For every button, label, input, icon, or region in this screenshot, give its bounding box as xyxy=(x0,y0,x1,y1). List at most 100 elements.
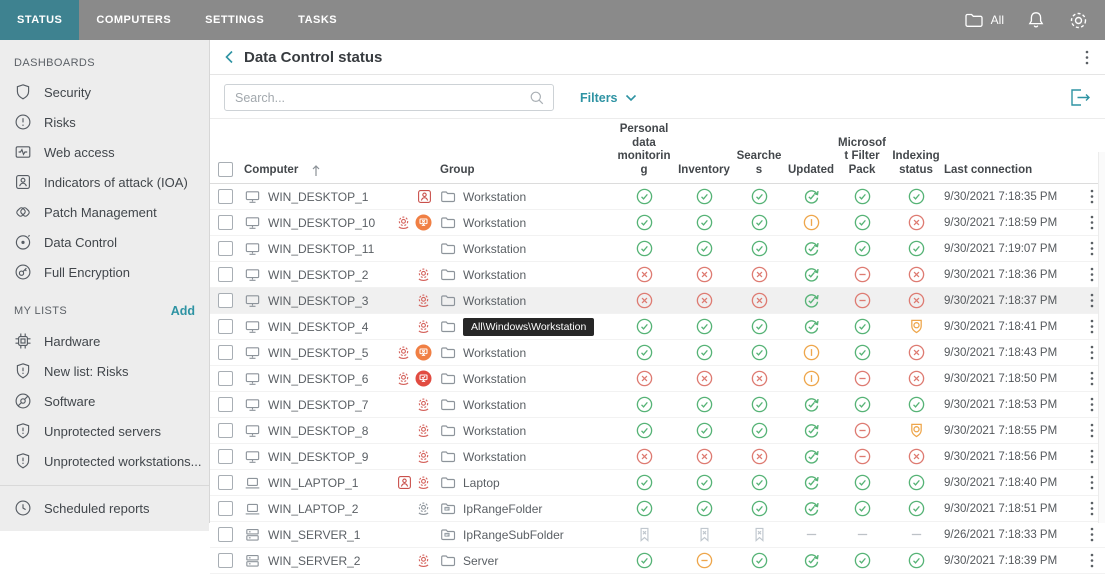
table-row[interactable]: WIN_DESKTOP_2 Workstation 9/30/2021 7:18:3… xyxy=(210,262,1105,289)
row-menu-button[interactable] xyxy=(1080,397,1104,412)
table-row[interactable]: WIN_DESKTOP_8 Workstation 9/30/2021 7:18:5… xyxy=(210,418,1105,445)
column-header-last-connection[interactable]: Last connection xyxy=(944,163,1033,176)
table-row[interactable]: WIN_DESKTOP_5 Workstation 9/30/2021 7:18:4… xyxy=(210,340,1105,367)
table-row[interactable]: WIN_SERVER_2 Server 9/30/2021 7:18:39 PM xyxy=(210,548,1105,574)
row-menu-button[interactable] xyxy=(1080,423,1104,438)
row-checkbox[interactable] xyxy=(218,475,233,491)
row-menu-button[interactable] xyxy=(1080,319,1104,334)
table-row[interactable]: WIN_SERVER_1 IP IpRangeSubFolder 9/26/2021 … xyxy=(210,522,1105,549)
row-checkbox[interactable] xyxy=(218,267,233,283)
row-checkbox[interactable] xyxy=(218,527,233,543)
computer-name[interactable]: WIN_LAPTOP_2 xyxy=(268,501,359,516)
row-checkbox[interactable] xyxy=(218,501,233,517)
table-row[interactable]: WIN_LAPTOP_1 Laptop 9/30/2021 7:18:40 PM xyxy=(210,470,1105,497)
table-row[interactable]: WIN_DESKTOP_10 Workstation 9/30/2021 7:18:… xyxy=(210,210,1105,237)
sidebar-item-data-control[interactable]: Data Control xyxy=(0,227,209,257)
row-checkbox[interactable] xyxy=(218,449,233,465)
page-menu-button[interactable] xyxy=(1081,50,1093,65)
sidebar-item-label: Software xyxy=(44,393,96,409)
group-name: Workstation xyxy=(463,215,527,230)
row-menu-button[interactable] xyxy=(1080,449,1104,464)
settings-gear-icon[interactable] xyxy=(1068,10,1089,31)
table-row[interactable]: WIN_DESKTOP_11 Workstation 9/30/2021 7:19:… xyxy=(210,236,1105,263)
computer-name[interactable]: WIN_DESKTOP_5 xyxy=(268,345,369,360)
computer-name[interactable]: WIN_DESKTOP_6 xyxy=(268,371,369,386)
sidebar-item-security[interactable]: Security xyxy=(0,77,209,107)
sidebar-item-indicators-of-attack[interactable]: Indicators of attack (IOA) xyxy=(0,167,209,197)
table-row[interactable]: WIN_DESKTOP_9 Workstation 9/30/2021 7:18:5… xyxy=(210,444,1105,471)
row-checkbox[interactable] xyxy=(218,345,233,361)
table-row[interactable]: WIN_LAPTOP_2 IP IpRangeFolder 9/30/2021 7:1… xyxy=(210,496,1105,523)
tab-tasks[interactable]: TASKS xyxy=(298,14,338,26)
group-name: Server xyxy=(463,553,499,568)
row-menu-button[interactable] xyxy=(1080,267,1104,282)
row-menu-button[interactable] xyxy=(1080,345,1104,360)
row-menu-button[interactable] xyxy=(1080,501,1104,516)
tab-settings[interactable]: SETTINGS xyxy=(205,14,265,26)
row-checkbox[interactable] xyxy=(218,397,233,413)
row-menu-button[interactable] xyxy=(1080,241,1104,256)
sidebar-item-full-encryption[interactable]: Full Encryption xyxy=(0,257,209,287)
tab-computers[interactable]: COMPUTERS xyxy=(96,14,172,26)
row-menu-button[interactable] xyxy=(1080,215,1104,230)
sidebar-item-scheduled-reports[interactable]: Scheduled reports xyxy=(0,493,209,523)
computer-name[interactable]: WIN_SERVER_2 xyxy=(268,553,361,568)
vertical-scrollbar[interactable] xyxy=(1098,152,1105,523)
sidebar-item-unprotected-workstations[interactable]: Unprotected workstations... xyxy=(0,446,209,476)
row-checkbox[interactable] xyxy=(218,319,233,335)
computer-name[interactable]: WIN_DESKTOP_9 xyxy=(268,449,369,464)
computer-name[interactable]: WIN_DESKTOP_4 xyxy=(268,319,369,334)
sidebar-item-software[interactable]: Software xyxy=(0,386,209,416)
computer-name[interactable]: WIN_SERVER_1 xyxy=(268,527,361,542)
computer-scope-selector[interactable]: All xyxy=(964,12,1004,28)
sidebar-item-risks[interactable]: Risks xyxy=(0,107,209,137)
sidebar-item-unprotected-servers[interactable]: Unprotected servers xyxy=(0,416,209,446)
add-list-button[interactable]: Add xyxy=(170,304,195,318)
computer-name[interactable]: WIN_DESKTOP_2 xyxy=(268,267,369,282)
column-header-computer[interactable]: Computer xyxy=(244,164,396,178)
table-row[interactable]: WIN_DESKTOP_1 Workstation 9/30/2021 7:18:3… xyxy=(210,184,1105,211)
sidebar-item-web-access[interactable]: Web access xyxy=(0,137,209,167)
column-header-group[interactable]: Group xyxy=(440,163,475,176)
row-menu-button[interactable] xyxy=(1080,553,1104,568)
computer-name[interactable]: WIN_DESKTOP_1 xyxy=(268,189,369,204)
computer-name[interactable]: WIN_DESKTOP_10 xyxy=(268,215,376,230)
computer-name[interactable]: WIN_DESKTOP_3 xyxy=(268,293,369,308)
row-checkbox[interactable] xyxy=(218,189,233,205)
row-checkbox[interactable] xyxy=(218,371,233,387)
row-checkbox[interactable] xyxy=(218,553,233,569)
search-input[interactable] xyxy=(224,84,554,111)
back-button[interactable] xyxy=(224,49,234,65)
computer-name[interactable]: WIN_DESKTOP_11 xyxy=(268,241,375,256)
column-header-personal-data-monitoring[interactable]: Personal data monitoring xyxy=(617,123,671,176)
row-checkbox[interactable] xyxy=(218,293,233,309)
column-header-indexing-status[interactable]: Indexing status xyxy=(892,150,940,176)
row-menu-button[interactable] xyxy=(1080,475,1104,490)
filters-button[interactable]: Filters xyxy=(580,91,637,105)
table-row[interactable]: WIN_DESKTOP_6 Workstation 9/30/2021 7:18:5… xyxy=(210,366,1105,393)
sidebar-item-patch-management[interactable]: Patch Management xyxy=(0,197,209,227)
sidebar-item-new-list-risks[interactable]: New list: Risks xyxy=(0,356,209,386)
row-checkbox[interactable] xyxy=(218,215,233,231)
sidebar-item-hardware[interactable]: Hardware xyxy=(0,326,209,356)
row-menu-button[interactable] xyxy=(1080,371,1104,386)
table-row[interactable]: WIN_DESKTOP_4 All\Windows\Workstation 9/30… xyxy=(210,314,1105,341)
row-checkbox[interactable] xyxy=(218,423,233,439)
column-header-searches[interactable]: Searches xyxy=(736,150,782,176)
computer-name[interactable]: WIN_DESKTOP_7 xyxy=(268,397,369,412)
column-header-inventory[interactable]: Inventory xyxy=(678,163,730,176)
export-button[interactable] xyxy=(1069,88,1091,107)
table-row[interactable]: WIN_DESKTOP_7 Workstation 9/30/2021 7:18:5… xyxy=(210,392,1105,419)
computer-name[interactable]: WIN_LAPTOP_1 xyxy=(268,475,359,490)
row-menu-button[interactable] xyxy=(1080,293,1104,308)
column-header-microsoft-filter-pack[interactable]: Microsoft Filter Pack xyxy=(838,136,886,176)
tab-status[interactable]: STATUS xyxy=(0,0,80,40)
row-menu-button[interactable] xyxy=(1080,527,1104,542)
notifications-bell-icon[interactable] xyxy=(1026,10,1046,30)
computer-name[interactable]: WIN_DESKTOP_8 xyxy=(268,423,369,438)
row-checkbox[interactable] xyxy=(218,241,233,257)
column-header-updated[interactable]: Updated xyxy=(788,163,834,176)
table-row[interactable]: WIN_DESKTOP_3 Workstation 9/30/2021 7:18:3… xyxy=(210,288,1105,315)
select-all-checkbox[interactable] xyxy=(218,162,233,178)
row-menu-button[interactable] xyxy=(1080,189,1104,204)
